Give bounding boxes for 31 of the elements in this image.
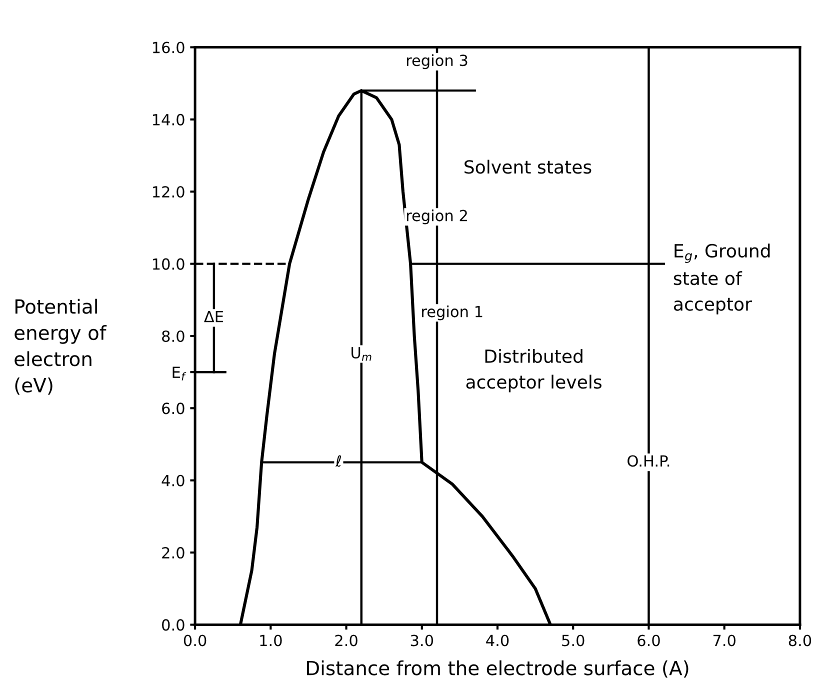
annotation: region 2 [406,210,467,224]
x-tick-label: 4.0 [486,634,509,646]
y-tick-label: 4.0 [162,474,184,486]
x-tick-label: 1.0 [260,634,282,646]
y-tick-label: 10.0 [152,258,184,270]
annotation: ℓ [335,455,341,467]
y-tick-label: 2.0 [162,547,184,559]
x-tick-label: 2.0 [335,634,358,646]
x-tick-label: 5.0 [562,634,584,646]
annotation: U$_{m}$ [352,347,372,361]
annotation: Distributed acceptor levels [466,349,602,392]
annotation: Solvent states [464,160,592,174]
y-tick-label: 0.0 [162,619,184,631]
y-tick-label: 8.0 [162,330,184,342]
y-axis-title: Potential energy of electron (eV) [14,298,107,395]
annotation: region 1 [422,306,482,320]
y-tick-label: 12.0 [152,186,184,198]
annotation: E$_{g}$, Ground state of acceptor [674,244,770,314]
annotation: O.H.P. [628,455,670,467]
x-tick-label: 7.0 [713,634,736,646]
y-tick-label: 16.0 [152,42,184,54]
y-tick-label: 14.0 [152,114,184,126]
x-tick-label: 6.0 [638,634,660,646]
y-tick-label: E$_{f}$ [172,366,186,380]
x-axis-title: Distance from the electrode surface (A) [307,660,688,678]
x-tick-label: 0.0 [184,634,206,646]
x-tick-label: 8.0 [788,634,812,646]
annotation: region 3 [406,54,468,70]
x-tick-label: 3.0 [410,634,434,646]
annotation: ΔE [204,311,224,322]
y-tick-label: 6.0 [162,402,184,414]
